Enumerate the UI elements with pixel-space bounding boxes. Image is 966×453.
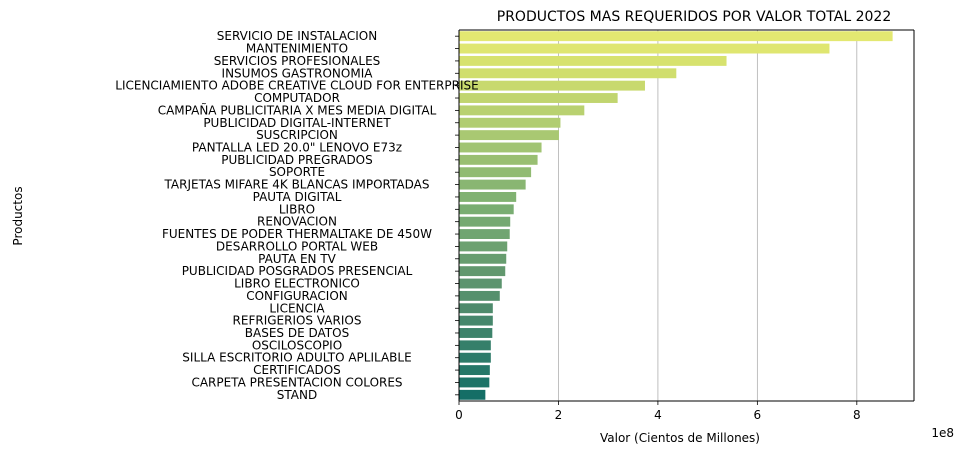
y-tick-label: LIBRO	[279, 202, 315, 216]
y-tick-label: COMPUTADOR	[254, 91, 340, 105]
bar	[459, 167, 532, 178]
bar	[459, 204, 514, 215]
bar	[459, 352, 491, 363]
y-tick-label: PANTALLA LED 20.0" LENOVO E73z	[192, 140, 402, 154]
bar	[459, 31, 893, 42]
y-tick-label: CERTIFICADOS	[253, 363, 341, 377]
bar	[459, 377, 490, 388]
y-tick-label: LIBRO ELECTRONICO	[234, 277, 360, 291]
bars	[459, 31, 893, 400]
bar	[459, 130, 559, 141]
y-tick-label: DESARROLLO PORTAL WEB	[216, 239, 378, 253]
y-tick-label: SERVICIOS PROFESIONALES	[214, 54, 381, 68]
y-tick-label: INSUMOS GASTRONOMIA	[222, 66, 374, 80]
bar	[459, 290, 500, 301]
y-tick-label: CARPETA PRESENTACION COLORES	[191, 375, 402, 389]
bar	[459, 142, 542, 153]
bar	[459, 55, 727, 66]
x-ticks: 0 2 4 6 8	[455, 401, 861, 422]
chart-title: PRODUCTOS MAS REQUERIDOS POR VALOR TOTAL…	[497, 9, 891, 25]
y-tick-label: STAND	[277, 388, 317, 402]
y-axis-label: Productos	[11, 186, 25, 245]
bar	[459, 93, 618, 103]
bar	[459, 154, 538, 165]
y-tick-label: PAUTA DIGITAL	[253, 190, 342, 204]
y-tick-label: CAMPAÑA PUBLICITARIA X MES MEDIA DIGITAL	[158, 102, 437, 117]
y-tick-label: SILLA ESCRITORIO ADULTO APLILABLE	[182, 351, 411, 365]
bar	[459, 389, 486, 400]
y-tick-label: SERVICIO DE INSTALACION	[217, 29, 377, 43]
y-ticks: SERVICIO DE INSTALACIONMANTENIMIENTOSERV…	[115, 29, 478, 402]
bar	[459, 303, 493, 314]
x-tick-label: 2	[555, 408, 563, 422]
bar	[459, 68, 677, 79]
y-tick-label: PUBLICIDAD PREGRADOS	[221, 153, 373, 167]
bar	[459, 80, 645, 91]
bar	[459, 340, 491, 351]
axes	[458, 29, 915, 402]
bar	[459, 328, 493, 338]
x-tick-label: 6	[754, 408, 762, 422]
x-tick-label: 0	[455, 408, 463, 422]
bar	[459, 192, 517, 202]
bar	[459, 105, 585, 116]
y-tick-label: LICENCIA	[269, 301, 325, 315]
y-tick-label: OSCILOSCOPIO	[252, 338, 342, 352]
x-tick-label: 8	[853, 408, 861, 422]
y-tick-label: PAUTA EN TV	[258, 252, 337, 266]
y-tick-label: PUBLICIDAD POSGRADOS PRESENCIAL	[182, 264, 413, 278]
bar	[459, 241, 508, 252]
y-tick-label: BASES DE DATOS	[245, 326, 349, 340]
x-gridlines	[558, 30, 858, 401]
bar	[459, 179, 526, 190]
y-tick-label: FUENTES DE PODER THERMALTAKE DE 450W	[162, 227, 432, 241]
y-tick-label: SOPORTE	[269, 165, 325, 179]
x-axis-label: Valor (Cientos de Millones)	[600, 431, 760, 445]
bar	[459, 229, 510, 239]
y-tick-label: LICENCIAMIENTO ADOBE CREATIVE CLOUD FOR …	[115, 79, 478, 93]
bar	[459, 278, 502, 289]
bar	[459, 266, 506, 277]
bar	[459, 43, 830, 54]
x-tick-label: 4	[654, 408, 662, 422]
y-tick-label: CONFIGURACION	[246, 289, 348, 303]
y-tick-label: MANTENIMIENTO	[246, 42, 348, 56]
y-tick-label: PUBLICIDAD DIGITAL-INTERNET	[203, 116, 391, 130]
bar	[459, 117, 561, 128]
bar	[459, 365, 490, 376]
y-tick-label: RENOVACION	[257, 215, 337, 229]
bar	[459, 216, 511, 227]
y-tick-label: SUSCRIPCION	[256, 128, 338, 142]
x-axis-offset-label: 1e8	[931, 426, 954, 440]
y-tick-label: TARJETAS MIFARE 4K BLANCAS IMPORTADAS	[164, 178, 430, 192]
bar	[459, 253, 507, 264]
bar	[459, 315, 493, 326]
y-tick-label: REFRIGERIOS VARIOS	[233, 314, 362, 328]
